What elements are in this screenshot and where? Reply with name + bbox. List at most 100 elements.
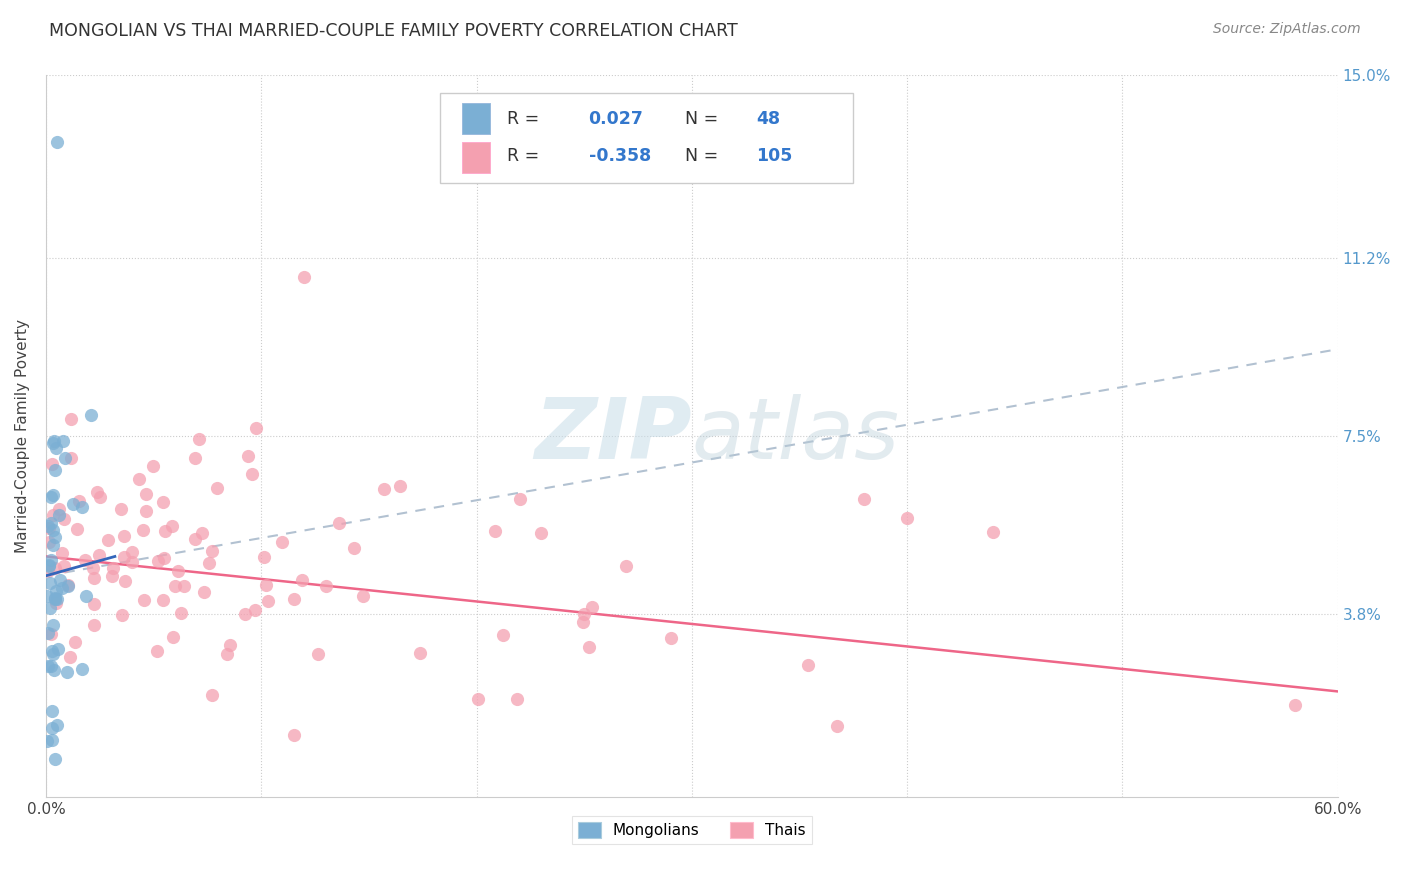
Text: N =: N = <box>685 111 718 128</box>
Point <box>45 718 67 732</box>
Point <box>173 579 195 593</box>
Point <box>67 493 90 508</box>
Point <box>572 615 595 629</box>
Point <box>467 692 489 706</box>
Point <box>41 644 63 658</box>
Point <box>283 728 305 742</box>
Point <box>981 525 1004 540</box>
Point <box>39 659 62 673</box>
Point <box>236 449 259 463</box>
Point <box>52 434 75 448</box>
Point <box>162 519 184 533</box>
Point <box>83 597 105 611</box>
Point <box>97 533 120 547</box>
Text: atlas: atlas <box>692 394 900 477</box>
Point <box>245 421 267 435</box>
Point <box>343 541 366 555</box>
Point <box>37 519 59 533</box>
Point <box>89 490 111 504</box>
Point <box>83 618 105 632</box>
Point <box>614 559 637 574</box>
Point <box>42 618 65 632</box>
Point <box>51 546 73 560</box>
Point <box>825 719 848 733</box>
Point <box>132 592 155 607</box>
Point <box>70 662 93 676</box>
Point <box>59 649 82 664</box>
Point <box>48 502 70 516</box>
Point <box>42 538 65 552</box>
Y-axis label: Married-Couple Family Poverty: Married-Couple Family Poverty <box>15 319 30 553</box>
Point <box>39 553 62 567</box>
Point <box>42 664 65 678</box>
Point <box>193 585 215 599</box>
Point <box>191 526 214 541</box>
Point <box>152 550 174 565</box>
Point <box>135 504 157 518</box>
Point <box>389 479 412 493</box>
Point <box>38 575 60 590</box>
Point <box>233 607 256 622</box>
Point <box>112 529 135 543</box>
Point <box>1284 698 1306 712</box>
Point <box>578 640 600 654</box>
Point <box>167 564 190 578</box>
Point <box>165 579 187 593</box>
Point <box>41 647 63 661</box>
Point <box>292 269 315 284</box>
Point <box>37 659 59 673</box>
Text: -0.358: -0.358 <box>589 147 651 165</box>
Point <box>44 560 66 574</box>
Point <box>75 553 97 567</box>
Point <box>56 579 79 593</box>
Point <box>39 627 62 641</box>
Point <box>46 591 69 606</box>
Point <box>253 549 276 564</box>
Point <box>51 581 73 595</box>
Point <box>328 516 350 531</box>
Point <box>114 574 136 589</box>
Point <box>352 590 374 604</box>
Text: 105: 105 <box>756 147 793 165</box>
Point <box>83 571 105 585</box>
Point <box>112 549 135 564</box>
Point <box>162 631 184 645</box>
Point <box>59 451 82 466</box>
Point <box>38 535 60 549</box>
Point <box>39 600 62 615</box>
Point <box>896 511 918 525</box>
Point <box>530 525 553 540</box>
Point <box>89 549 111 563</box>
Point <box>484 524 506 538</box>
Text: Source: ZipAtlas.com: Source: ZipAtlas.com <box>1213 22 1361 37</box>
Point <box>44 592 66 607</box>
Point <box>110 502 132 516</box>
Point <box>853 491 876 506</box>
Point <box>44 591 66 605</box>
Point <box>240 467 263 481</box>
Point <box>256 593 278 607</box>
Point <box>44 752 66 766</box>
Point <box>46 642 69 657</box>
Text: N =: N = <box>685 147 718 165</box>
Legend: Mongolians, Thais: Mongolians, Thais <box>572 816 813 844</box>
Point <box>217 647 239 661</box>
Point <box>37 564 59 578</box>
Point <box>111 607 134 622</box>
Point <box>37 625 59 640</box>
Point <box>135 487 157 501</box>
Point <box>42 524 65 538</box>
Point <box>65 635 87 649</box>
Text: R =: R = <box>508 147 540 165</box>
Point <box>56 578 79 592</box>
Point <box>315 578 337 592</box>
Point <box>44 462 66 476</box>
Point <box>121 555 143 569</box>
Point <box>201 544 224 558</box>
Point <box>797 657 820 672</box>
Point <box>146 644 169 658</box>
Text: 48: 48 <box>756 111 780 128</box>
Point <box>307 647 329 661</box>
Point <box>82 561 104 575</box>
Point <box>53 450 76 465</box>
